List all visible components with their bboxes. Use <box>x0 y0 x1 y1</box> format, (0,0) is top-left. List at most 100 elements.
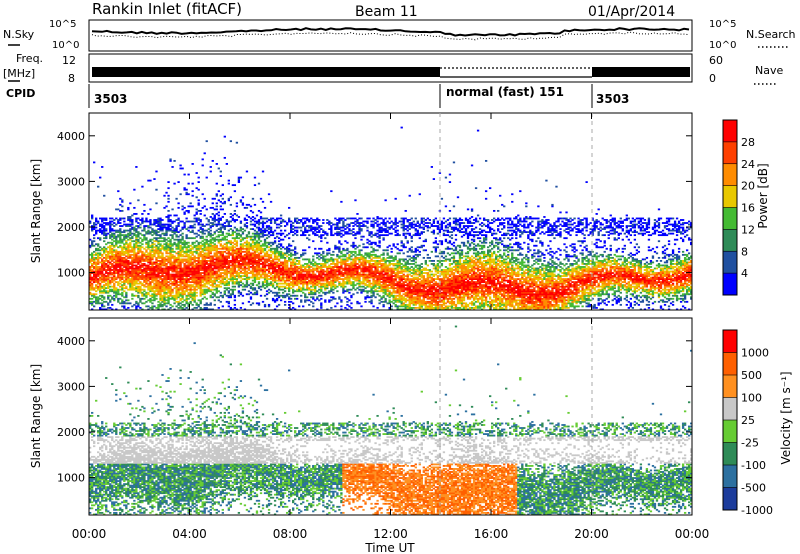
heatmap-cell <box>212 234 214 236</box>
heatmap-cell <box>248 204 250 206</box>
heatmap-cell <box>316 290 318 292</box>
heatmap-cell <box>113 240 115 242</box>
heatmap-cell <box>109 262 111 264</box>
heatmap-cell <box>292 302 294 304</box>
heatmap-cell <box>292 240 294 242</box>
heatmap-cell <box>212 198 214 200</box>
heatmap-cell <box>187 249 189 251</box>
heatmap-cell <box>252 236 254 238</box>
heatmap-cell <box>141 218 143 220</box>
heatmap-cell <box>129 262 131 264</box>
heatmap-cell <box>155 225 157 227</box>
heatmap-cell <box>280 299 282 301</box>
heatmap-cell <box>196 307 198 309</box>
heatmap-cell <box>141 263 143 265</box>
heatmap-cell <box>198 299 200 301</box>
heatmap-cell <box>145 292 147 294</box>
heatmap-cell <box>165 292 167 294</box>
heatmap-cell <box>238 237 240 239</box>
heatmap-cell <box>187 205 189 207</box>
heatmap-cell <box>256 221 258 223</box>
heatmap-cell <box>129 202 131 204</box>
heatmap-cell <box>169 304 171 306</box>
heatmap-cell <box>266 221 268 223</box>
heatmap-cell <box>177 287 179 289</box>
heatmap-cell <box>183 212 185 214</box>
heatmap-cell <box>292 295 294 297</box>
heatmap-cell <box>282 233 284 235</box>
heatmap-cell <box>123 287 125 289</box>
heatmap-cell <box>111 289 113 291</box>
heatmap-cell <box>336 254 338 256</box>
heatmap-cell <box>350 222 352 224</box>
heatmap-cell <box>334 258 336 260</box>
heatmap-cell <box>190 255 192 257</box>
heatmap-cell <box>284 248 286 250</box>
heatmap-cell <box>163 257 165 259</box>
heatmap-cell <box>352 293 354 295</box>
heatmap-cell <box>121 299 123 301</box>
heatmap-cell <box>103 260 105 262</box>
heatmap-cell <box>103 237 105 239</box>
heatmap-cell <box>210 207 212 209</box>
heatmap-cell <box>153 305 155 307</box>
heatmap-cell <box>234 255 236 257</box>
heatmap-cell <box>163 268 165 270</box>
heatmap-cell <box>206 140 208 142</box>
heatmap-cell <box>149 239 151 241</box>
heatmap-cell <box>264 207 266 209</box>
heatmap-cell <box>230 221 232 223</box>
heatmap-cell <box>95 296 97 298</box>
heatmap-cell <box>308 292 310 294</box>
heatmap-cell <box>260 286 262 288</box>
heatmap-cell <box>264 228 266 230</box>
heatmap-cell <box>248 242 250 244</box>
heatmap-cell <box>254 292 256 294</box>
heatmap-cell <box>310 286 312 288</box>
heatmap-cell <box>113 283 115 285</box>
heatmap-cell <box>238 295 240 297</box>
heatmap-cell <box>177 239 179 241</box>
heatmap-cell <box>190 202 192 204</box>
heatmap-cell <box>103 240 105 242</box>
heatmap-cell <box>183 251 185 253</box>
heatmap-cell <box>266 242 268 244</box>
heatmap-cell <box>338 240 340 242</box>
heatmap-cell <box>290 262 292 264</box>
heatmap-cell <box>143 302 145 304</box>
heatmap-cell <box>358 218 360 220</box>
heatmap-cell <box>294 277 296 279</box>
heatmap-cell <box>300 219 302 221</box>
heatmap-cell <box>165 296 167 298</box>
heatmap-cell <box>230 293 232 295</box>
heatmap-cell <box>318 263 320 265</box>
heatmap-cell <box>294 246 296 248</box>
heatmap-cell <box>294 290 296 292</box>
heatmap-cell <box>298 266 300 268</box>
heatmap-cell <box>220 292 222 294</box>
heatmap-cell <box>99 295 101 297</box>
heatmap-cell <box>278 237 280 239</box>
heatmap-cell <box>340 243 342 245</box>
heatmap-cell <box>264 218 266 220</box>
heatmap-cell <box>238 177 240 179</box>
heatmap-cell <box>103 305 105 307</box>
heatmap-cell <box>244 224 246 226</box>
heatmap-cell <box>135 295 137 297</box>
heatmap-cell <box>159 302 161 304</box>
heatmap-cell <box>149 266 151 268</box>
heatmap-cell <box>244 251 246 253</box>
heatmap-cell <box>298 257 300 259</box>
heatmap-cell <box>129 224 131 226</box>
cpid-segment-1: 3503 <box>94 92 127 106</box>
heatmap-cell <box>344 281 346 283</box>
heatmap-cell <box>181 307 183 309</box>
heatmap-cell <box>260 198 262 200</box>
heatmap-cell <box>340 230 342 232</box>
heatmap-cell <box>324 231 326 233</box>
heatmap-cell <box>246 225 248 227</box>
heatmap-cell <box>284 257 286 259</box>
heatmap-cell <box>161 245 163 247</box>
heatmap-cell <box>194 215 196 217</box>
heatmap-cell <box>111 304 113 306</box>
